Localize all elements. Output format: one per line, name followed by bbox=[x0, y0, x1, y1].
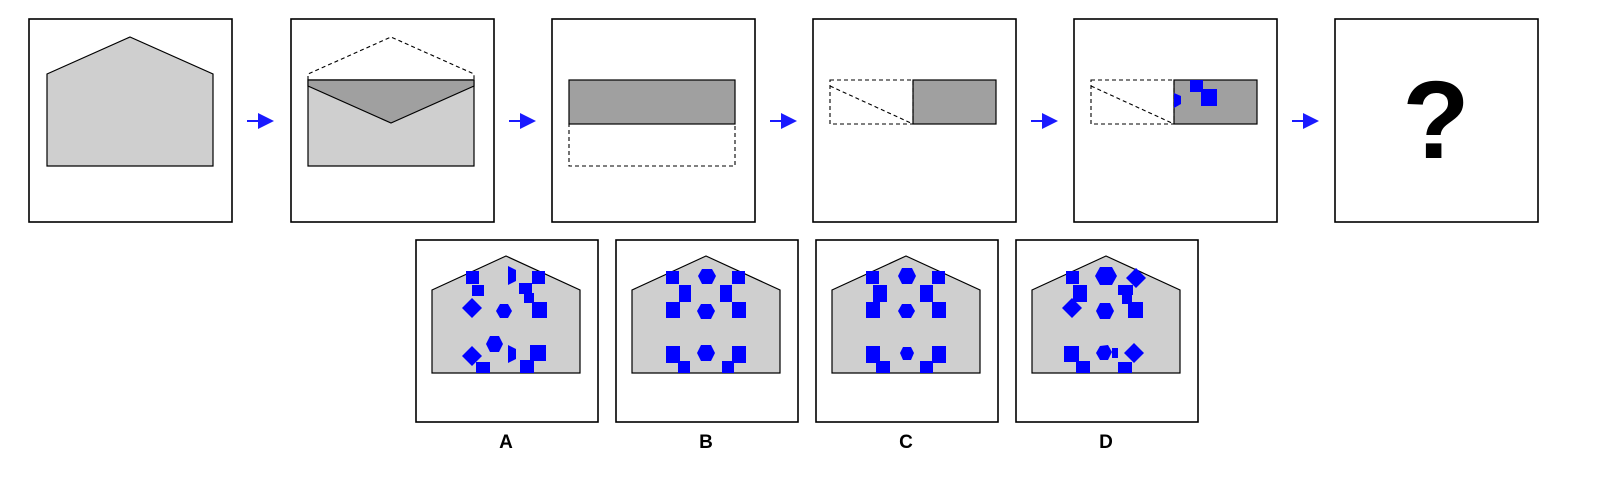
question-panel: ? bbox=[1334, 18, 1539, 223]
option-d[interactable]: D bbox=[1015, 239, 1199, 453]
step-1-panel bbox=[28, 18, 233, 223]
option-label: C bbox=[899, 432, 913, 453]
square-hole bbox=[1201, 89, 1217, 106]
question-mark: ? bbox=[1402, 59, 1469, 182]
half-hexagon-hole bbox=[1174, 93, 1181, 108]
option-label: B bbox=[699, 432, 713, 453]
option-a[interactable]: A bbox=[415, 239, 599, 453]
step-4-panel bbox=[812, 18, 1017, 223]
option-label: D bbox=[1099, 432, 1113, 453]
step-3-panel bbox=[551, 18, 756, 223]
step-5-panel bbox=[1073, 18, 1278, 223]
option-b[interactable]: B bbox=[615, 239, 799, 453]
option-c[interactable]: C bbox=[815, 239, 999, 453]
square-hole bbox=[1190, 80, 1203, 92]
step-2-panel bbox=[290, 18, 495, 223]
option-label: A bbox=[499, 432, 513, 453]
